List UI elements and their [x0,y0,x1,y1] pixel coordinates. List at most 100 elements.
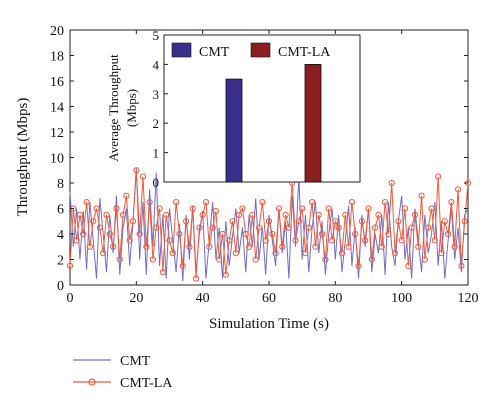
series-point-cmt-la [156,205,163,212]
series-point-cmt-la [106,230,113,238]
inset-legend-label-0: CMT [199,45,230,60]
y-tick-label: 12 [50,126,64,141]
series-point-cmt-la [315,211,322,218]
series-point-cmt-la [222,271,229,278]
series-point-cmt-la [133,167,140,174]
inset-y-tick-label: 4 [153,57,160,72]
series-point-cmt-la [322,256,329,263]
series-point-cmt-la [441,218,448,225]
series-line-cmt-la [69,170,469,279]
inset-legend-swatch-1 [250,42,271,58]
series-point-cmt-la [66,262,74,269]
series-point-cmt-la [299,205,306,212]
series-point-cmt-la [159,269,166,276]
series-point-cmt-la [338,250,346,257]
inset-y-tick-label: 3 [153,87,160,102]
series-point-cmt-la [262,237,269,244]
series-point-cmt-la [279,243,286,250]
series-point-cmt-la [90,218,97,225]
series-point-cmt-la [206,243,213,250]
x-tick-label: 0 [67,291,74,306]
series-point-cmt-la [335,224,342,231]
series-point-cmt-la [305,224,312,231]
series-point-cmt-la [136,230,143,238]
x-tick-label: 80 [328,291,342,306]
series-point-cmt-la [216,256,223,263]
series-point-cmt-la [381,199,389,206]
series-point-cmt-la [116,256,123,263]
series-point-cmt-la [458,262,465,269]
legend-marker-1 [88,378,96,386]
series-point-cmt-la [113,205,120,212]
series-point-cmt-la [292,237,299,244]
series-point-cmt-la [182,218,190,225]
series-point-cmt-la [328,237,336,244]
series-point-cmt-la [408,224,415,231]
series-point-cmt-la [226,237,233,244]
inset-legend-label-1: CMT-LA [278,45,331,60]
series-point-cmt-la [368,256,375,263]
series-point-cmt-la [246,243,253,250]
series-point-cmt-la [332,218,339,225]
series-point-cmt-la [143,243,150,250]
series-point-cmt-la [385,230,392,238]
y-tick-label: 2 [57,254,64,269]
inset-background [163,34,361,183]
series-point-cmt-la [86,243,94,250]
x-tick-label: 120 [458,291,479,306]
series-point-cmt-la [232,250,239,257]
series-point-cmt-la [431,237,438,244]
series-point-cmt-la [192,275,200,282]
inset-y-tick-label: 2 [153,116,160,131]
series-point-cmt-la [312,243,319,250]
series-point-cmt-la [388,179,395,187]
y-tick-label: 8 [57,177,64,192]
inset-y-ticks: 0 1 2 3 4 5 [153,28,168,190]
series-point-cmt-la [445,230,452,238]
series-point-cmt-la [302,250,309,257]
series-point-cmt-la [355,262,362,269]
series-point-cmt-la [219,230,226,238]
series-point-cmt-la [378,243,385,250]
inset-bar-cmt [225,78,243,183]
series-point-cmt-la [96,224,103,231]
series-point-cmt-la [73,237,80,244]
series-point-cmt-la [252,256,259,263]
y-tick-label: 10 [50,152,64,167]
series-point-cmt-la [242,230,249,238]
series-point-cmt-la [282,211,289,218]
series-point-cmt-la [103,211,110,218]
series-point-cmt-la [166,237,173,244]
series-point-cmt-la [259,199,266,206]
series-point-cmt-la [401,205,409,212]
series-point-cmt-la [448,199,455,206]
y-tick-label: 4 [57,228,64,243]
series-point-cmt-la [358,218,365,225]
inset-y-tick-label: 5 [153,28,160,43]
x-tick-label: 60 [262,291,276,306]
legend-label-1: CMT-LA [120,376,173,391]
series-point-cmt-la [153,224,160,231]
series-point-cmt-la [309,199,316,206]
x-tick-label: 40 [196,291,210,306]
series-point-cmt-la [272,250,279,257]
series-point-cmt-la [126,237,133,244]
series-point-cmt-la [348,199,356,206]
series-point-cmt-la [342,211,349,218]
series-point-cmt-la [438,250,445,257]
series-point-cmt-la [229,218,236,225]
series-point-cmt-la [421,256,428,263]
series-point-cmt-la [80,230,87,238]
y-tick-label: 14 [50,101,64,116]
series-point-cmt-la [352,230,359,238]
inset-bar-chart: 0 1 2 3 4 5 CMT CMT-LA Average Throughput (Mbp… [106,28,361,190]
series-point-cmt-la [318,230,326,238]
series-point-cmt-la [372,224,379,231]
series-point-cmt-la [179,262,186,269]
series-point-cmt-la [93,205,100,212]
series-point-cmt-la [110,243,117,250]
series-point-cmt-la [295,218,302,225]
series-point-cmt-la [119,211,127,218]
